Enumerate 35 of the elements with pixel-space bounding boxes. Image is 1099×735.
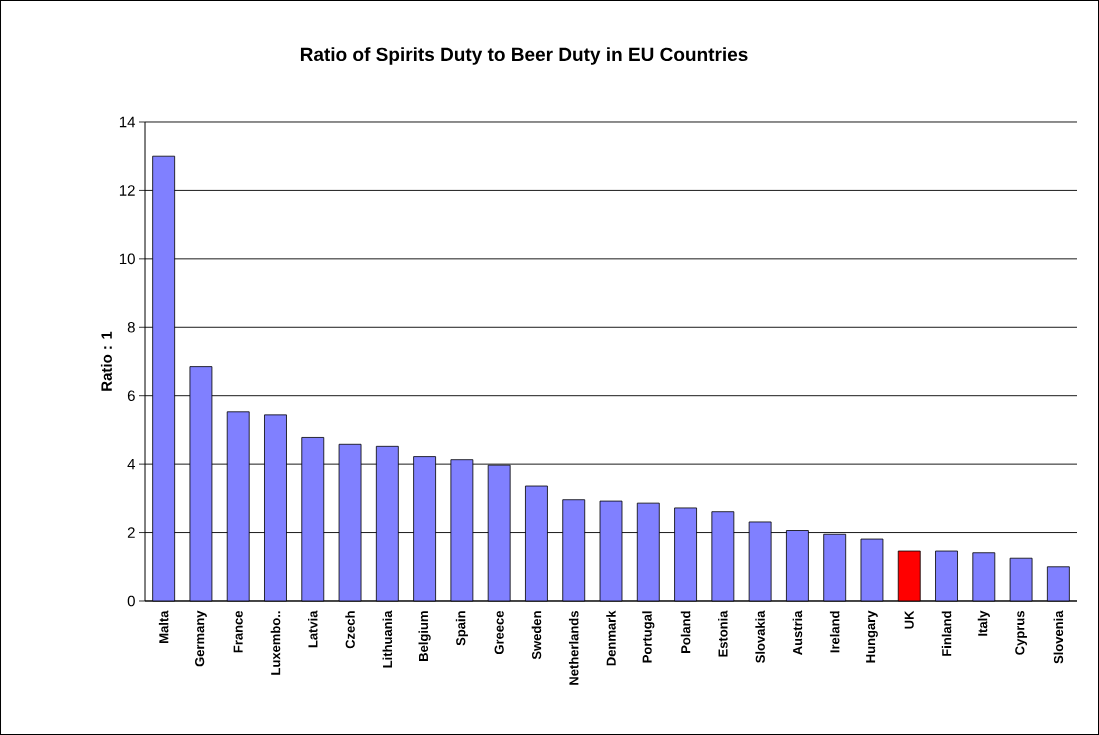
y-tick-label: 8	[127, 321, 135, 333]
x-tick-label: Finland	[941, 611, 952, 656]
y-tick-label: 2	[127, 527, 135, 538]
y-axis-title: Ratio : 1	[100, 331, 112, 391]
x-tick-label: Spain	[455, 611, 468, 646]
y-tick-label: 6	[127, 390, 135, 402]
x-tick-label: Luxembo..	[270, 611, 281, 675]
x-tick-label: Lithuania	[382, 610, 393, 668]
x-tick-label: Malta	[158, 610, 169, 643]
x-tick-label: Austria	[792, 610, 803, 655]
x-tick-label: Greece	[494, 610, 504, 655]
y-tick-label: 4	[127, 458, 136, 470]
x-tick-label: Germany	[195, 610, 207, 667]
x-tick-label: Latvia	[307, 610, 318, 648]
y-tick-label: 12	[119, 185, 135, 196]
x-tick-label: Poland	[680, 611, 691, 653]
x-tick-label: France	[233, 610, 243, 653]
x-tick-label: Czech	[345, 611, 355, 649]
x-tick-label: Estonia	[718, 610, 728, 657]
x-tick-label: UK	[904, 610, 914, 629]
x-tick-label: Hungary	[866, 610, 878, 663]
x-tick-label: Italy	[977, 610, 990, 636]
x-tick-label: Netherlands	[568, 611, 579, 685]
x-tick-label: Slovakia	[755, 610, 765, 663]
x-tick-label: Belgium	[418, 611, 431, 661]
chart-title: Ratio of Spirits Duty to Beer Duty in EU Countries	[300, 47, 748, 65]
x-tick-label: Slovenia	[1053, 610, 1064, 664]
y-tick-label: 10	[119, 253, 135, 265]
y-tick-label: 0	[127, 595, 135, 607]
x-tick-label: Cyprus	[1015, 611, 1027, 655]
y-tick-label: 14	[119, 116, 136, 128]
x-tick-label: Ireland	[829, 611, 840, 653]
x-tick-label: Portugal	[642, 611, 655, 663]
x-tick-label: Denmark	[606, 610, 616, 666]
x-tick-label: Sweden	[531, 611, 542, 660]
